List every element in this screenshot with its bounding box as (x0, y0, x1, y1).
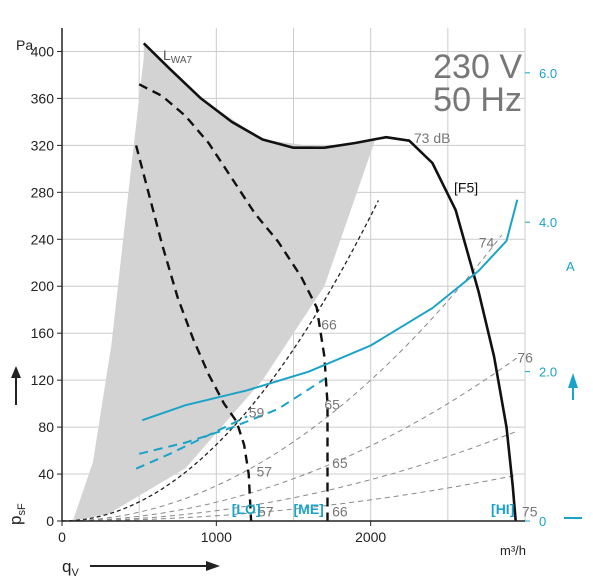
system-curves-layer (61, 200, 518, 522)
current-curves-layer (135, 199, 519, 470)
y-tick-label: 360 (31, 90, 55, 106)
title-frequency: 50 Hz (433, 81, 522, 119)
y-tick-label: 200 (31, 278, 55, 294)
y2-tick-label: 6.0 (539, 66, 557, 81)
y-tick-label: 280 (31, 184, 55, 200)
current-curve-me (138, 378, 325, 455)
annotations-layer: 73 dB [F5] 74 76 66 65 65 59 57 57 66 75 [LO] [ME] [HI… (232, 130, 538, 519)
y-axis-arrow-head (11, 366, 21, 378)
pressure-curve-me (134, 145, 253, 522)
annotation-label: 65 (324, 396, 340, 412)
svg-text:psF: psF (6, 503, 28, 525)
annotation-label: 57 (256, 463, 272, 479)
y-tick-label: 80 (38, 419, 54, 435)
axes-layer (61, 28, 525, 522)
pressure-curve-f5 (142, 42, 517, 522)
y-tick-label: 40 (38, 466, 54, 482)
annotation-label: [ME] (294, 501, 324, 517)
y2-axis-arrow-head (568, 373, 578, 388)
y-axis-label: psF (6, 503, 28, 525)
annotation-label: [F5] (454, 179, 478, 195)
annotation-label: 73 dB (414, 130, 451, 146)
y-unit-label: Pa (16, 37, 33, 53)
y-tick-label: 120 (31, 372, 55, 388)
annotation-label: 74 (479, 235, 495, 251)
x-axis-label-main: q (62, 557, 71, 576)
operating-range-area (72, 43, 376, 522)
x-tick-label: 1000 (201, 529, 232, 545)
y-axis-label-sub: sF (16, 503, 28, 516)
sound-power-label: LWA7 (163, 47, 193, 66)
annotation-label: 66 (321, 317, 337, 333)
x-axis-arrow-head (206, 561, 220, 571)
annotation-label: 75 (522, 503, 538, 519)
x-axis-label-sub: V (71, 567, 79, 579)
sound-power-label-main: L (163, 47, 171, 63)
y-axis-label-main: p (6, 516, 25, 525)
y-tick-label: 160 (31, 325, 55, 341)
y2-tick-label: 0 (539, 514, 546, 529)
x-unit-label: m³/h (500, 543, 526, 558)
x-tick-label: 0 (58, 529, 66, 545)
system-curve-1 (61, 200, 379, 522)
y-tick-label: 0 (46, 513, 54, 529)
annotation-label: 66 (332, 503, 348, 519)
y-tick-label: 240 (31, 231, 55, 247)
annotation-label: [HI] (491, 501, 514, 517)
x-axis-label: qV (62, 557, 79, 579)
y2-tick-label: 4.0 (539, 215, 557, 230)
annotation-label: 57 (258, 503, 274, 519)
annotation-label: 59 (249, 405, 265, 421)
system-curve-4 (62, 430, 518, 522)
current-curve-lo (135, 415, 248, 470)
system-curve-2 (61, 234, 503, 522)
y2-unit-label: A (566, 259, 575, 274)
y-tick-label: 400 (31, 43, 55, 59)
operating-range-layer (72, 43, 376, 522)
y-tick-label: 320 (31, 137, 55, 153)
annotation-label: [LO] (232, 501, 261, 517)
system-curve-5 (62, 474, 518, 522)
annotation-label: 65 (332, 455, 348, 471)
x-tick-label: 2000 (355, 529, 386, 545)
y2-tick-label: 2.0 (539, 365, 557, 380)
title-voltage: 230 V (433, 48, 522, 86)
annotation-label: 76 (517, 350, 533, 366)
sound-power-label-sub: WA7 (171, 55, 193, 66)
tick-labels-layer: 0 40 80 120 160 200 240 280 320 360 400 0 1000 2000 0 2… (31, 43, 557, 545)
system-curve-3 (62, 357, 518, 522)
current-curve-f5 (141, 199, 519, 422)
